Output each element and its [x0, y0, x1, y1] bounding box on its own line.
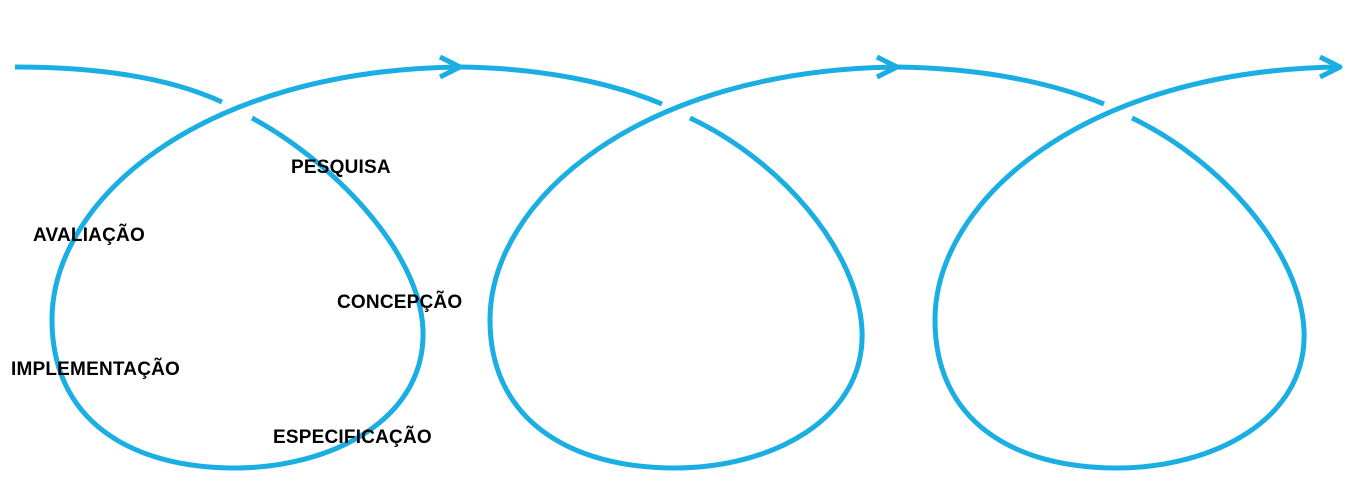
connector-2: [896, 64, 1105, 107]
phase-label-implementacao: IMPLEMENTAÇÃO: [11, 359, 181, 380]
phase-label-especificacao: ESPECIFICAÇÃO: [273, 427, 432, 448]
connector-1: [459, 64, 663, 107]
phase-label-avaliacao: AVALIAÇÃO: [33, 225, 145, 246]
phase-label-concepcao: CONCEPÇÃO: [337, 292, 463, 313]
loop-1: [49, 64, 461, 471]
loop-3: [932, 64, 1341, 471]
phase-label-pesquisa: PESQUISA: [291, 157, 391, 178]
entry-line: [14, 64, 224, 105]
arrowhead-3: [1318, 54, 1343, 80]
loop-2: [487, 64, 898, 471]
